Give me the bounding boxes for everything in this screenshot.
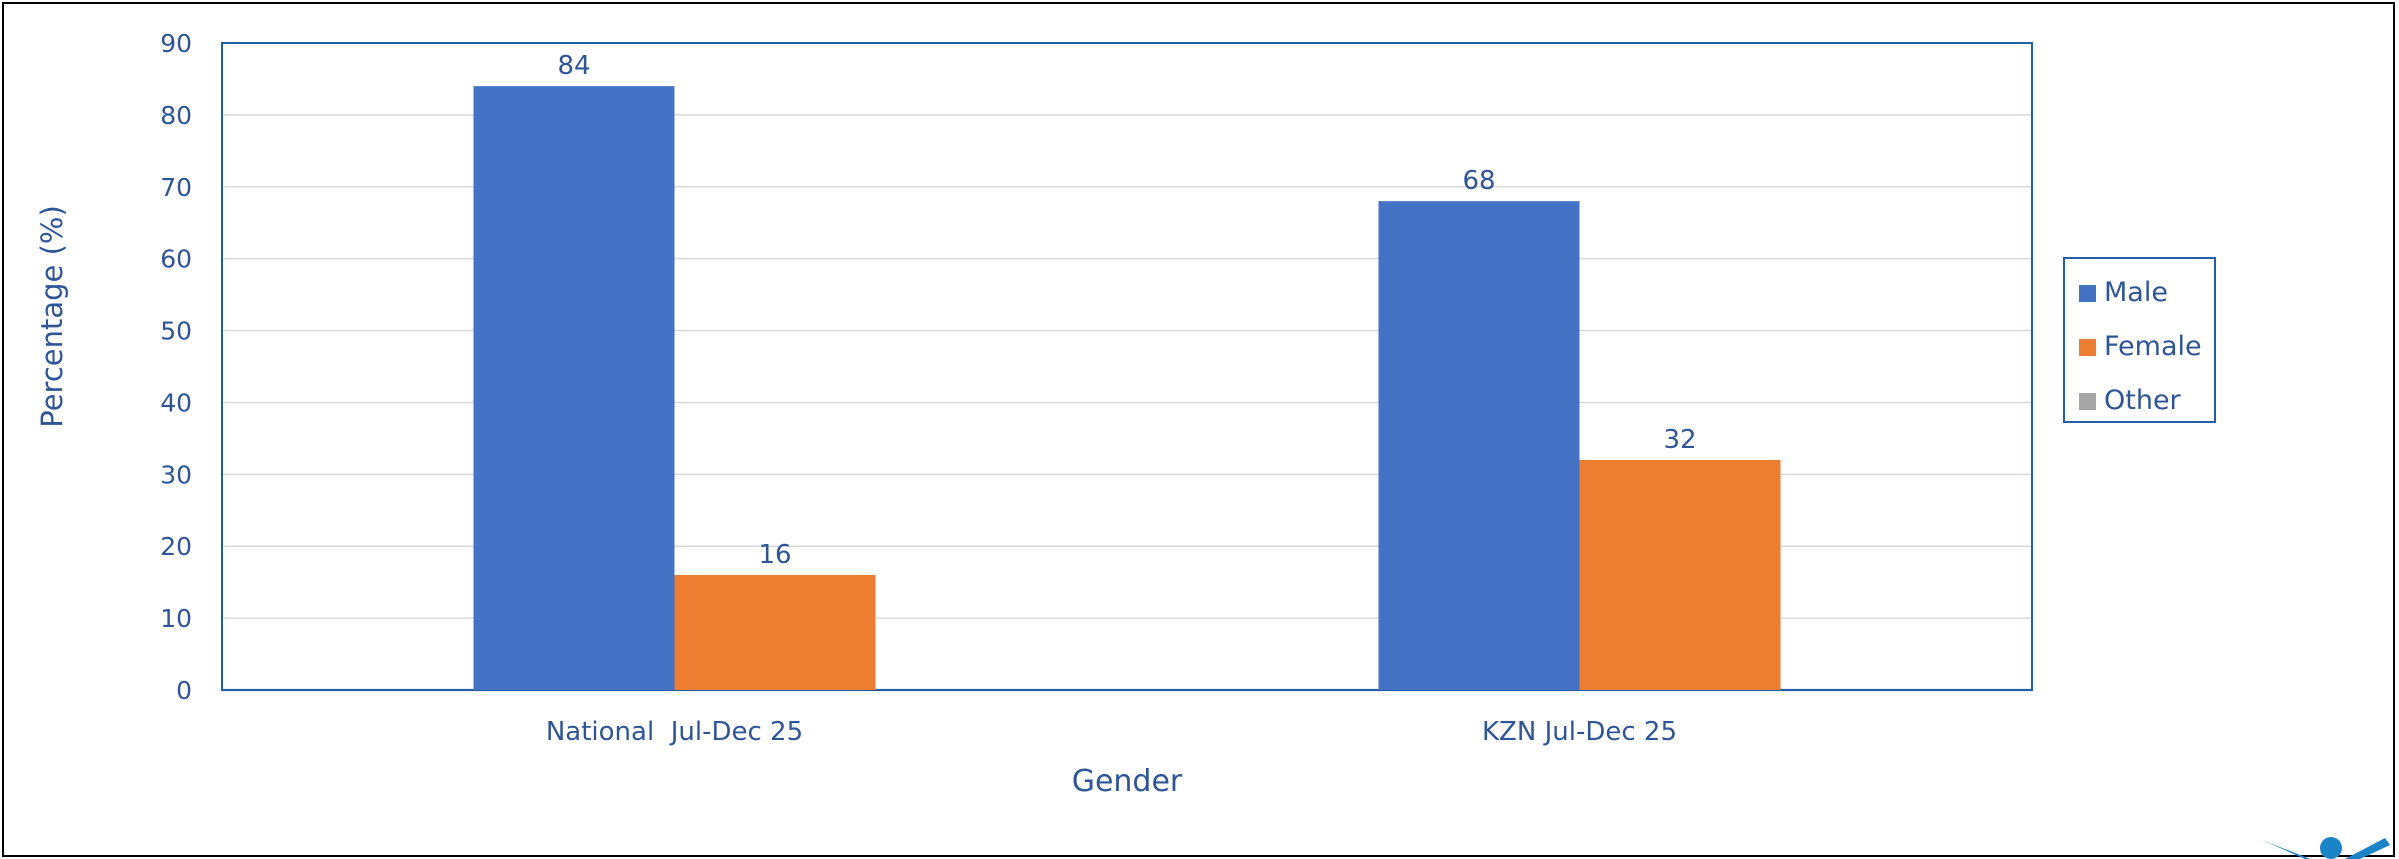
y-tick-label: 80 (160, 101, 192, 130)
data-label: 32 (1663, 425, 1696, 455)
legend-swatch-female (2079, 339, 2096, 356)
x-tick-label: National Jul-Dec 25 (546, 717, 803, 747)
logo-arm-right (2345, 838, 2390, 859)
figure-logo-icon (2262, 837, 2390, 859)
y-axis-ticks: 0 10 20 30 40 50 60 70 80 90 (160, 29, 192, 705)
y-tick-label: 90 (160, 29, 192, 58)
legend-label-female: Female (2104, 331, 2202, 362)
x-tick-label: KZN Jul-Dec 25 (1482, 717, 1677, 747)
bars (473, 86, 1781, 691)
y-axis-title: Percentage (%) (35, 205, 69, 428)
y-tick-label: 10 (160, 604, 192, 633)
y-tick-label: 20 (160, 532, 192, 561)
legend-label-other: Other (2104, 385, 2182, 416)
data-labels: 84 16 68 32 (557, 51, 1696, 570)
legend-swatch-male (2079, 285, 2096, 302)
data-label: 84 (557, 51, 590, 81)
x-axis-categories: National Jul-Dec 25 KZN Jul-Dec 25 (546, 717, 1677, 747)
bar-female-2 (1579, 459, 1781, 690)
y-tick-label: 50 (160, 317, 192, 346)
data-label: 16 (758, 540, 791, 570)
legend: Male Female Other (2063, 257, 2216, 423)
data-label: 68 (1462, 166, 1495, 196)
bar-female-1 (674, 574, 876, 690)
x-axis-title: Gender (1072, 764, 1183, 799)
y-tick-label: 30 (160, 460, 192, 489)
bar-male-1 (473, 86, 675, 691)
bar-male-2 (1378, 201, 1580, 690)
logo-arm-left (2262, 840, 2311, 859)
y-tick-label: 0 (176, 676, 192, 705)
y-tick-label: 40 (160, 388, 192, 417)
y-tick-label: 60 (160, 245, 192, 274)
logo-head (2320, 837, 2342, 859)
plot-area-border (221, 42, 2033, 691)
legend-label-male: Male (2104, 277, 2168, 308)
legend-swatch-other (2079, 393, 2096, 410)
y-tick-label: 70 (160, 173, 192, 202)
